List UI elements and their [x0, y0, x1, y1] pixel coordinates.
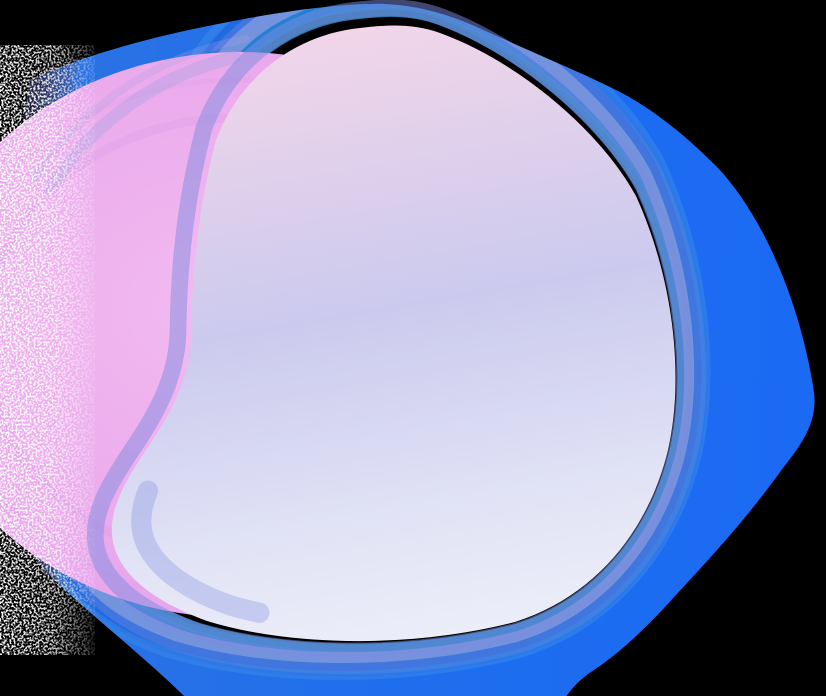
spray-speckles	[0, 45, 95, 655]
